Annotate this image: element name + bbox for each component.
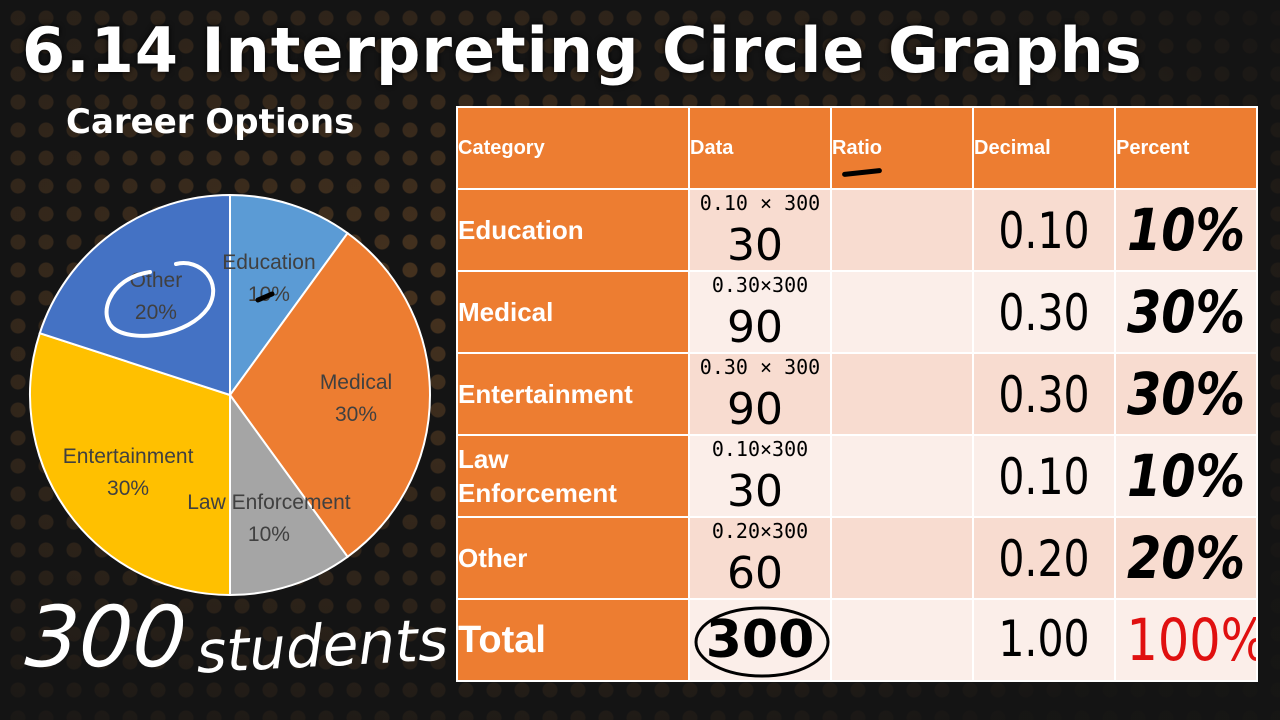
decimal-value: 0.30: [998, 284, 1090, 342]
column-header: Category: [456, 106, 690, 190]
decimal-cell: 0.30: [972, 270, 1116, 354]
pie-label-medical: Medical 30%: [320, 371, 392, 426]
pie-slice-medical: [228, 231, 431, 559]
percent-cell: 10%: [1114, 188, 1258, 272]
percent-cell: 10%: [1114, 434, 1258, 518]
pie-chart: Education 10%Medical 30%Law Enforcement 10%…: [29, 193, 431, 597]
total-data-cell: 300: [688, 598, 832, 682]
education-tick-annotation: [255, 291, 275, 303]
total-circle-annotation: [694, 606, 829, 678]
students-count-note: 300: [22, 588, 190, 686]
decimal-value: 0.10: [998, 202, 1090, 260]
column-header: Decimal: [972, 106, 1116, 190]
category-cell: Medical: [456, 270, 690, 354]
table-row: Law Enforcement 0.10×300 30 0.10 10%: [456, 434, 1258, 518]
column-header-ratio: Ratio: [830, 106, 974, 190]
percent-value: 30%: [1126, 278, 1245, 346]
category-cell: Law Enforcement: [456, 434, 690, 518]
percent-cell: 30%: [1114, 352, 1258, 436]
calc-note: 0.10×300: [711, 437, 809, 461]
ratio-header-label: Ratio: [832, 136, 882, 159]
table-header-row: Category Data Ratio Decimal Percent: [456, 106, 1258, 190]
data-cell: 0.30 × 300 90: [688, 352, 832, 436]
category-cell: Entertainment: [456, 352, 690, 436]
table-row: Education 0.10 × 300 30 0.10 10%: [456, 188, 1258, 272]
total-percent-cell: 100%: [1114, 598, 1258, 682]
pie-label-entertainment: Entertainment 30%: [63, 445, 194, 500]
data-cell: 0.20×300 60: [688, 516, 832, 600]
total-data-value: 300: [705, 610, 815, 670]
total-decimal-cell: 1.00: [972, 598, 1116, 682]
percent-value: 10%: [1126, 442, 1245, 510]
data-value: 90: [727, 384, 783, 435]
ratio-cell: [830, 516, 974, 600]
calc-note: 0.20×300: [711, 519, 809, 543]
ratio-cell: [830, 188, 974, 272]
decimal-cell: 0.10: [972, 188, 1116, 272]
ratio-cell: [830, 352, 974, 436]
category-cell: Other: [456, 516, 690, 600]
pie-slice-education: [229, 193, 349, 399]
pie-slice-other: [38, 193, 231, 397]
pie-label-law-enforcement: Law Enforcement 10%: [187, 491, 351, 546]
ratio-cell: [830, 270, 974, 354]
table-row-total: Total 300 1.00 100%: [456, 598, 1258, 682]
calc-note: 0.30×300: [711, 273, 809, 297]
calc-note: 0.30 × 300: [699, 355, 821, 379]
decimal-cell: 0.10: [972, 434, 1116, 518]
total-percent-value: 100%: [1126, 606, 1257, 674]
category-cell: Education: [456, 188, 690, 272]
data-cell: 0.10×300 30: [688, 434, 832, 518]
percent-cell: 30%: [1114, 270, 1258, 354]
decimal-value: 0.20: [998, 530, 1090, 588]
chart-title: Career Options: [66, 102, 355, 142]
data-value: 30: [727, 220, 783, 271]
ratio-underline-annotation: [841, 167, 883, 178]
page-title: 6.14 Interpreting Circle Graphs: [22, 14, 1143, 87]
pie-slice-law-enforcement: [229, 391, 349, 597]
data-value: 30: [727, 466, 783, 517]
ratio-cell: [830, 434, 974, 518]
table-row: Other 0.20×300 60 0.20 20%: [456, 516, 1258, 600]
students-word-note: students: [194, 605, 450, 687]
percent-value: 30%: [1126, 360, 1245, 428]
percent-value: 20%: [1126, 524, 1245, 592]
total-decimal-value: 1.00: [998, 610, 1090, 668]
column-header: Percent: [1114, 106, 1258, 190]
column-header: Data: [688, 106, 832, 190]
percent-value: 10%: [1126, 196, 1245, 264]
decimal-cell: 0.20: [972, 516, 1116, 600]
percent-cell: 20%: [1114, 516, 1258, 600]
calc-note: 0.10 × 300: [699, 191, 821, 215]
decimal-cell: 0.30: [972, 352, 1116, 436]
decimal-value: 0.30: [998, 366, 1090, 424]
decimal-value: 0.10: [998, 448, 1090, 506]
data-cell: 0.10 × 300 30: [688, 188, 832, 272]
other-circle-annotation: [104, 261, 216, 338]
total-label-cell: Total: [456, 598, 690, 682]
table-row: Medical 0.30×300 90 0.30 30%: [456, 270, 1258, 354]
data-value: 90: [727, 302, 783, 353]
pie-slice-entertainment: [29, 331, 231, 597]
data-cell: 0.30×300 90: [688, 270, 832, 354]
data-value: 60: [727, 548, 783, 599]
ratio-cell: [830, 598, 974, 682]
table-row: Entertainment 0.30 × 300 90 0.30 30%: [456, 352, 1258, 436]
career-data-table: Category Data Ratio Decimal Percent Educ…: [456, 106, 1258, 682]
